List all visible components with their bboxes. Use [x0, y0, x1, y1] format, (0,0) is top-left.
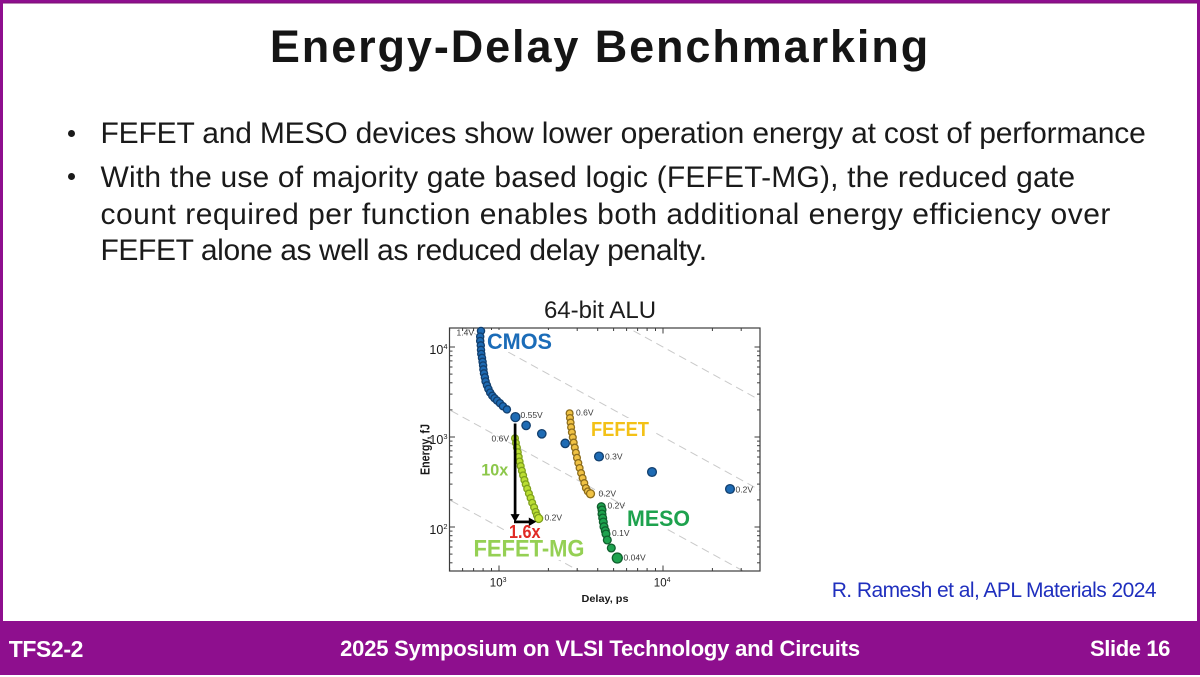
svg-text:1.6x: 1.6x — [509, 521, 541, 542]
svg-text:0.6V: 0.6V — [492, 434, 510, 444]
svg-text:102: 102 — [429, 522, 447, 537]
svg-text:0.2V: 0.2V — [599, 489, 617, 499]
svg-text:0.55V: 0.55V — [521, 410, 544, 420]
svg-text:0.3V: 0.3V — [605, 452, 623, 462]
svg-text:0.2V: 0.2V — [736, 485, 754, 495]
svg-text:1.4V: 1.4V — [457, 328, 475, 338]
svg-text:0.6V: 0.6V — [576, 408, 594, 418]
svg-text:0.2V: 0.2V — [608, 501, 626, 511]
svg-text:10x: 10x — [481, 460, 509, 479]
svg-text:FEFET-MG: FEFET-MG — [474, 536, 585, 563]
svg-text:103: 103 — [429, 432, 447, 447]
svg-text:CMOS: CMOS — [487, 329, 552, 354]
svg-text:MESO: MESO — [627, 506, 690, 531]
svg-text:Delay, ps: Delay, ps — [582, 593, 629, 605]
svg-text:64-bit ALU: 64-bit ALU — [544, 297, 656, 324]
svg-text:0.04V: 0.04V — [624, 553, 647, 563]
svg-text:Energy, fJ: Energy, fJ — [419, 424, 433, 475]
svg-text:104: 104 — [429, 342, 447, 357]
svg-text:104: 104 — [654, 577, 671, 590]
svg-text:FEFET: FEFET — [591, 418, 649, 441]
svg-text:0.1V: 0.1V — [612, 528, 630, 538]
svg-text:0.2V: 0.2V — [545, 513, 563, 523]
svg-text:103: 103 — [490, 577, 507, 590]
